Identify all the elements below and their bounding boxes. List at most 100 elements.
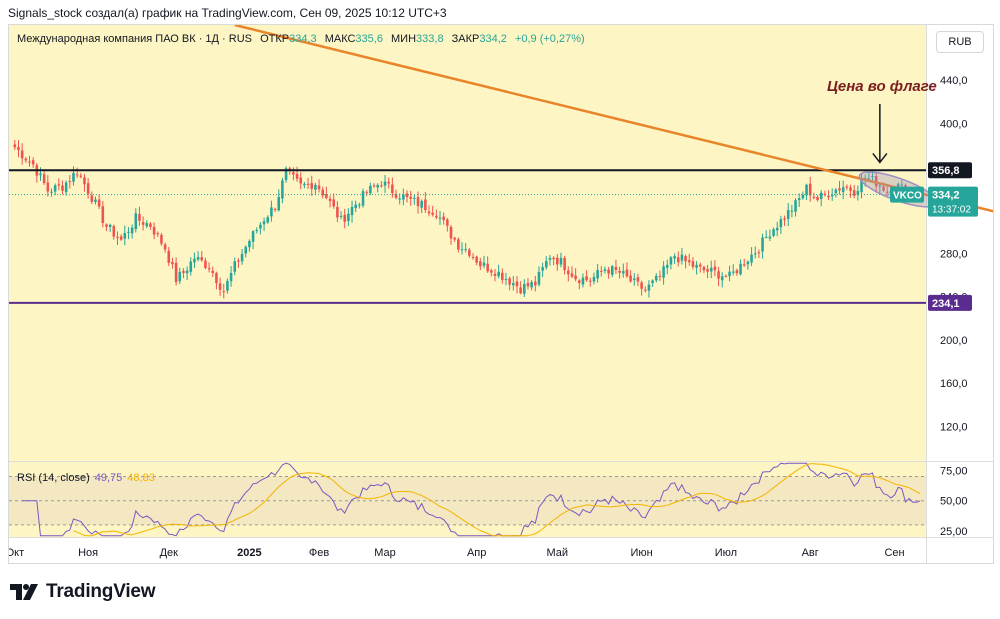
candle	[376, 184, 379, 188]
candle	[900, 184, 904, 186]
candle	[706, 269, 709, 272]
tradingview-logo: TradingView	[10, 580, 156, 604]
price-tick-label: 200,0	[940, 335, 968, 347]
candle	[442, 216, 445, 221]
candle	[134, 213, 138, 230]
candle	[251, 231, 255, 242]
candle	[424, 199, 427, 211]
flag-annotation: Цена во флаге	[827, 78, 937, 95]
candle	[882, 186, 885, 191]
candle	[801, 194, 805, 199]
candle	[457, 239, 460, 250]
candle	[702, 266, 706, 271]
candle	[717, 271, 720, 279]
candle	[819, 192, 823, 200]
candle	[332, 199, 335, 207]
candle	[497, 271, 500, 277]
candle	[508, 278, 511, 285]
candle	[226, 280, 229, 291]
candle	[75, 174, 79, 176]
candle	[233, 261, 237, 272]
candle	[808, 183, 812, 196]
candle	[262, 221, 266, 225]
candle	[156, 233, 160, 235]
currency-button[interactable]: RUB	[936, 31, 984, 53]
candle	[739, 263, 742, 275]
candle	[86, 183, 90, 195]
candle	[160, 234, 163, 244]
candle	[105, 224, 108, 227]
high-value: 335,6	[355, 33, 383, 45]
candle	[519, 287, 522, 294]
rsi-title: RSI (14, close)	[17, 472, 90, 484]
ticker-tag	[890, 186, 924, 203]
price-tick-label: 280,0	[940, 248, 968, 260]
candle	[303, 183, 306, 186]
candle	[849, 187, 852, 191]
candle	[567, 270, 570, 275]
candle	[284, 168, 288, 181]
time-tick-label: Май	[547, 547, 569, 559]
candle	[665, 264, 669, 268]
candle	[589, 280, 592, 282]
time-tick-label: Июн	[630, 547, 652, 559]
candle	[138, 214, 141, 221]
candle	[530, 282, 533, 288]
candle	[24, 158, 28, 161]
last-price-label: 334,2	[932, 190, 960, 202]
chart-canvas[interactable]: 120,0160,0200,0240,0280,0320,0360,0400,0…	[9, 25, 993, 563]
candle	[574, 275, 577, 280]
candle	[471, 256, 475, 258]
candle	[193, 258, 196, 263]
candle	[783, 218, 786, 220]
rsi-tick-label: 75,00	[940, 465, 968, 477]
candle	[354, 204, 357, 209]
time-tick-label: Фев	[309, 547, 329, 559]
candle	[130, 227, 134, 234]
candle	[372, 185, 376, 187]
time-tick-label: Авг	[802, 547, 819, 559]
close-label: ЗАКР	[451, 33, 480, 45]
candle	[321, 189, 325, 196]
rsi-tick-label: 50,00	[940, 496, 968, 508]
candle	[486, 263, 489, 272]
price-tick-label: 400,0	[940, 118, 968, 130]
candle	[856, 190, 860, 195]
candle	[94, 199, 97, 202]
candle	[640, 282, 643, 289]
candle	[618, 270, 621, 273]
candle	[50, 191, 53, 193]
candle	[548, 257, 552, 260]
candle	[449, 226, 453, 239]
candle	[698, 264, 702, 267]
candle	[394, 193, 398, 198]
time-tick-label: Окт	[9, 547, 24, 559]
candle	[482, 262, 486, 266]
candle	[871, 176, 874, 178]
candle	[852, 190, 856, 196]
open-value: 334,3	[289, 33, 317, 45]
candle	[380, 185, 383, 187]
tradingview-logo-icon	[10, 584, 38, 600]
candle	[435, 215, 438, 218]
candle	[673, 256, 676, 259]
candle	[215, 272, 218, 284]
candle	[878, 185, 882, 187]
candle	[651, 280, 654, 284]
candle	[625, 269, 629, 277]
candle	[149, 223, 152, 227]
candle	[211, 270, 215, 274]
candle	[222, 291, 226, 293]
chart-caption: Signals_stock создал(а) график на Tradin…	[8, 6, 447, 20]
candle	[339, 215, 343, 217]
time-tick-label: Апр	[467, 547, 486, 559]
candle	[46, 182, 50, 192]
time-tick-label: Ноя	[78, 547, 98, 559]
candle	[537, 271, 541, 285]
candle	[621, 271, 625, 274]
candle	[163, 244, 167, 250]
candle	[391, 184, 394, 194]
candle	[387, 181, 390, 184]
candle	[405, 193, 409, 198]
main-pane	[9, 25, 926, 461]
